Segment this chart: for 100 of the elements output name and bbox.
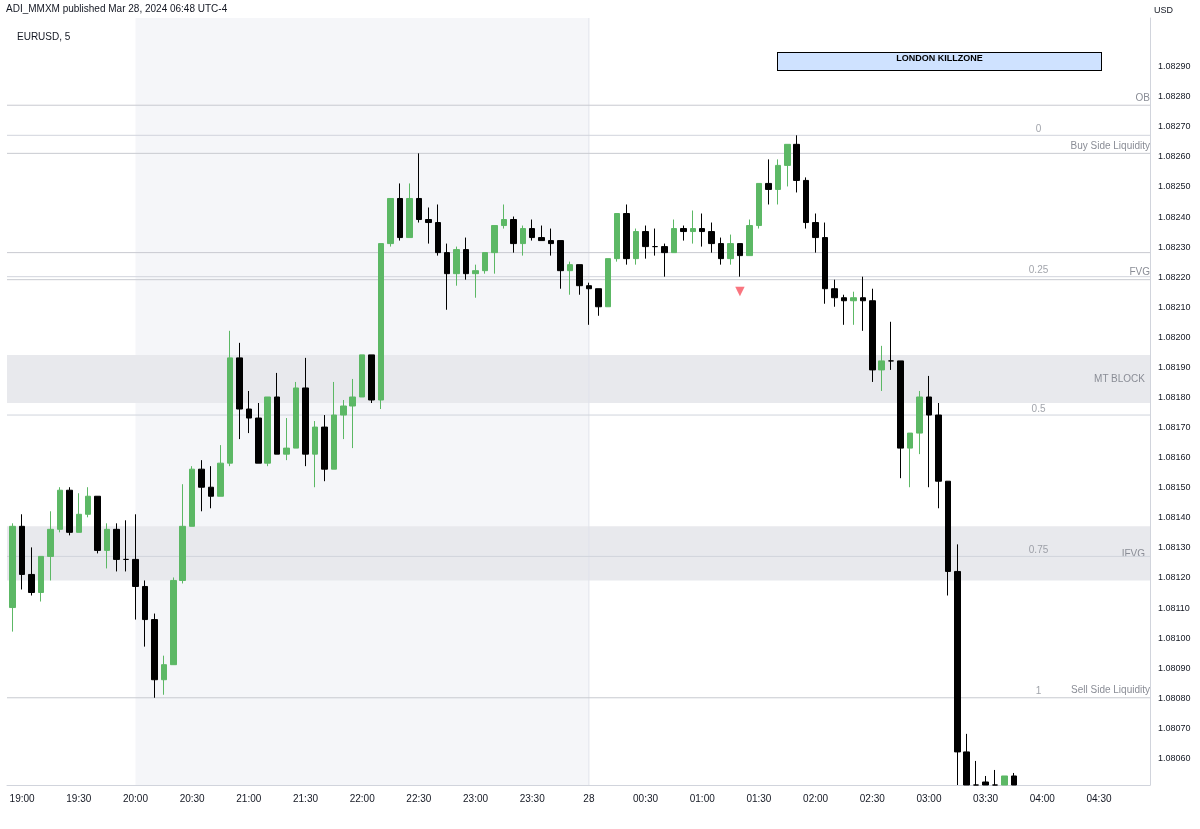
- y-tick-label: 1.08060: [1158, 752, 1191, 763]
- candlestick: [28, 546, 35, 597]
- y-tick-label: 1.08180: [1158, 391, 1191, 402]
- y-tick-label: 1.08090: [1158, 662, 1191, 673]
- y-tick-label: 1.08110: [1158, 602, 1190, 613]
- x-tick-label: 23:00: [463, 792, 489, 804]
- candlestick: [623, 203, 630, 266]
- candlestick: [992, 769, 998, 786]
- candlestick: [935, 402, 942, 509]
- candlestick: [708, 222, 715, 254]
- candlestick: [142, 579, 148, 648]
- y-tick-label: 1.08280: [1158, 91, 1191, 102]
- candlestick: [170, 576, 177, 666]
- candlestick: [633, 228, 639, 266]
- candlestick: [746, 219, 753, 257]
- candlestick: [699, 213, 705, 248]
- candlestick: [161, 655, 167, 696]
- candlestick: [491, 225, 498, 275]
- candlestick: [501, 203, 507, 230]
- candlestick: [576, 264, 583, 296]
- candlestick: [94, 495, 101, 554]
- y-axis-title: USD: [1154, 4, 1174, 15]
- candlestick: [132, 513, 139, 621]
- candlestick: [973, 760, 979, 786]
- candlestick: [888, 321, 894, 371]
- ref-line-label: Buy Side Liquidity: [1070, 139, 1150, 151]
- y-tick-label: 1.08100: [1158, 632, 1191, 643]
- session-label-box: LONDON KILLZONE: [777, 52, 1102, 71]
- candlestick: [529, 219, 535, 242]
- candlestick: [19, 513, 25, 590]
- candlestick: [302, 357, 309, 467]
- candlestick: [123, 519, 129, 572]
- band-label: IFVG: [1121, 547, 1146, 559]
- candlestick: [349, 378, 356, 449]
- y-tick-label: 1.08200: [1158, 331, 1191, 342]
- candlestick: [642, 225, 649, 260]
- annotation: ▼: [732, 282, 748, 300]
- candlestick: [907, 432, 913, 488]
- candlestick: [312, 420, 318, 488]
- candlestick: [217, 444, 224, 497]
- candlestick: [1011, 772, 1017, 786]
- y-tick-label: 1.08230: [1158, 241, 1191, 252]
- candlestick: [765, 158, 772, 205]
- candlestick: [812, 213, 819, 254]
- candlestick: [510, 216, 517, 254]
- y-tick-label: 1.08270: [1158, 121, 1191, 132]
- y-tick-label: 1.08190: [1158, 361, 1191, 372]
- candlestick: [869, 288, 876, 383]
- candlestick: [76, 492, 82, 533]
- candlestick: [57, 486, 63, 533]
- candlestick: [1001, 775, 1008, 786]
- candlestick: [85, 486, 91, 518]
- y-tick-label: 1.08210: [1158, 301, 1191, 312]
- candlestick: [690, 210, 696, 245]
- x-tick-label: 20:30: [179, 792, 206, 804]
- candlestick: [227, 330, 233, 467]
- candlestick: [444, 243, 450, 311]
- candlestick: [274, 372, 280, 455]
- text: EURUSD, 5: [17, 30, 71, 42]
- x-tick-label: 04:00: [1029, 792, 1056, 804]
- x-tick-label: 21:30: [292, 792, 319, 804]
- candlestick: [482, 252, 488, 275]
- candlestick: [38, 555, 44, 603]
- candlestick: [47, 510, 54, 581]
- x-tick-label: 03:00: [916, 792, 942, 804]
- candlestick: [425, 206, 432, 245]
- candlestick: [416, 152, 422, 224]
- candlestick: [264, 396, 271, 467]
- x-tick-label: 03:30: [973, 792, 999, 804]
- candlestick: [104, 522, 110, 569]
- candlestick: [775, 158, 781, 205]
- candlestick: [113, 522, 120, 572]
- candlestick: [387, 197, 394, 248]
- annotation: 0.75: [1028, 543, 1049, 555]
- candlestick: [255, 402, 262, 464]
- y-tick-label: 1.08220: [1158, 271, 1191, 282]
- candlestick: [472, 264, 479, 299]
- candlestick: [66, 486, 73, 536]
- candlestick: [671, 219, 677, 254]
- candlestick: [538, 225, 545, 242]
- x-tick-label: 23:30: [519, 792, 546, 804]
- candlestick: [151, 613, 158, 699]
- candlestick: [368, 354, 375, 404]
- candlestick: [680, 225, 687, 242]
- y-tick-label: 1.08170: [1158, 422, 1191, 433]
- ref-line-label: FVG: [1129, 266, 1151, 278]
- y-tick-label: 1.08130: [1158, 542, 1191, 553]
- candlestick: [841, 294, 847, 326]
- y-tick-label: 1.08150: [1158, 482, 1191, 493]
- candlestick: [340, 399, 347, 440]
- candlestick: [586, 282, 592, 326]
- y-tick-label: 1.08290: [1158, 61, 1191, 72]
- candlestick: [963, 733, 970, 786]
- candlestick: [198, 459, 205, 512]
- text: ADI_MMXM published Mar 28, 2024 06:48 UTC-4: [6, 2, 228, 14]
- candlestick: [850, 291, 857, 326]
- x-tick-label: 21:00: [236, 792, 262, 804]
- y-tick-label: 1.08240: [1158, 211, 1191, 222]
- candlestick: [378, 243, 384, 410]
- candlestick: [9, 522, 16, 633]
